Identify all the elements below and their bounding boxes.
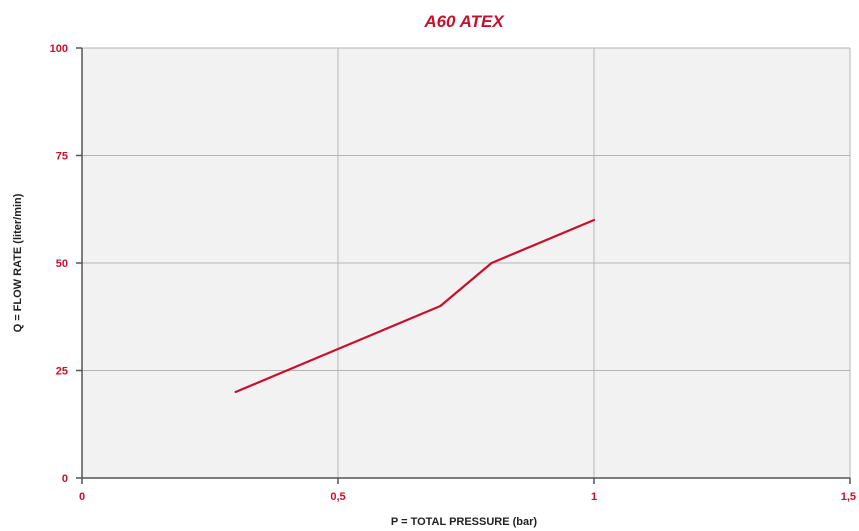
series-layer xyxy=(234,218,596,394)
x-tick-label: 0,5 xyxy=(330,491,345,503)
y-axis-label: Q = FLOW RATE (liter/min) xyxy=(12,193,24,332)
y-tick-label: 100 xyxy=(50,43,68,55)
axes xyxy=(76,47,851,484)
y-tick-label: 25 xyxy=(56,366,68,378)
y-tick-label: 0 xyxy=(62,473,68,485)
x-tick-label: 0 xyxy=(79,491,85,503)
chart-title: A60 ATEX xyxy=(423,12,505,31)
series-line xyxy=(234,218,596,394)
grid-lines xyxy=(82,47,851,478)
y-tick-label: 75 xyxy=(56,151,68,163)
x-axis-label: P = TOTAL PRESSURE (bar) xyxy=(391,516,538,528)
x-tick-label: 1 xyxy=(591,491,597,503)
x-tick-label: 1,5 xyxy=(841,491,856,503)
x-tick-labels: 0 0,5 1 1,5 xyxy=(79,491,856,503)
y-tick-labels: 0 25 50 75 100 xyxy=(50,43,68,485)
y-tick-label: 50 xyxy=(56,258,68,270)
